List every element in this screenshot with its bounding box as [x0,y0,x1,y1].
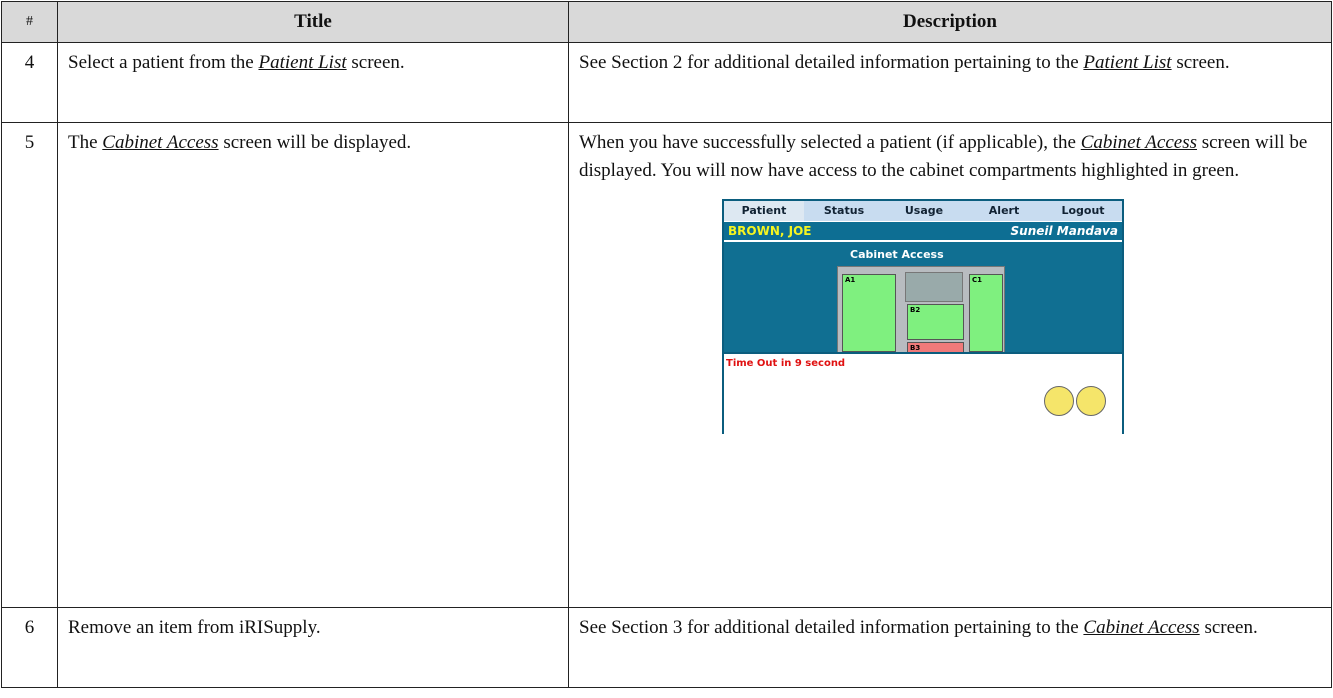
text: screen. [1199,617,1258,638]
step-number: 5 [1,122,58,608]
timeout-text: Time Out in 9 second [726,358,846,369]
step-title: Remove an item from iRISupply. [57,607,569,688]
step-number: 4 [1,42,58,123]
step-description: See Section 3 for additional detailed in… [568,607,1332,688]
tab[interactable]: Patient [724,201,805,221]
text: screen. [346,52,405,73]
patient-name: BROWN, JOE [728,224,812,238]
screen-name: Cabinet Access [102,132,219,153]
header-cell: # [1,1,58,43]
text: Remove an item from iRISupply. [68,617,321,638]
tab[interactable]: Usage [884,201,965,221]
screen-name: Cabinet Access [1083,617,1200,638]
row: 4 Select a patient from the Patient List… [1,42,1332,123]
text: The [68,132,103,153]
text: See Section 2 for additional detailed in… [579,52,1084,73]
text: When you have successfully selected a pa… [579,132,1081,153]
text: See Section 3 for additional detailed in… [579,617,1084,638]
screen-name: Patient List [258,52,347,73]
tab[interactable]: Status [804,201,885,221]
footer-area: Time Out in 9 second [724,352,1122,434]
step-number: 6 [1,607,58,688]
step-description: See Section 2 for additional detailed in… [568,42,1332,123]
compartment[interactable]: C1 [969,274,1003,352]
step-title: The Cabinet Access screen will be displa… [57,122,569,608]
text: screen will be displayed. You will now h… [579,132,1308,181]
tab[interactable]: Alert [964,201,1045,221]
text: screen will be displayed. [218,132,412,153]
header-row: # Title Description [1,1,1332,43]
text: screen. [1171,52,1230,73]
text: Select a patient from the [68,52,259,73]
tab[interactable]: Logout [1044,201,1122,221]
step-title: Select a patient from the Patient List s… [57,42,569,123]
compartment-label: B2 [910,306,921,314]
user-icon[interactable] [1044,386,1074,416]
screen-heading: Cabinet Access [850,248,944,261]
compartment[interactable]: A1 [842,274,896,352]
exit-icon[interactable] [1076,386,1106,416]
compartment-label: A1 [845,276,856,284]
header-cell: Title [57,1,569,43]
screenshot: Patient Status Usage Alert Logout BROWN,… [722,199,1124,434]
row: 6 Remove an item from iRISupply. See Sec… [1,607,1332,688]
compartment[interactable]: B2 [907,304,964,340]
screen-name: Patient List [1083,52,1172,73]
main-area: Cabinet Access A1 B2 B3 C1 [724,242,1122,354]
screen-name: Cabinet Access [1080,132,1197,153]
header-cell: Description [568,1,1332,43]
compartment-label: B3 [910,344,921,352]
row: 5 The Cabinet Access screen will be disp… [1,122,1332,608]
device-panel [905,272,963,302]
compartment-label: C1 [972,276,983,284]
name-bar: BROWN, JOE Suneil Mandava [724,222,1122,242]
user-name: Suneil Mandava [1010,224,1118,238]
step-description: When you have successfully selected a pa… [568,122,1332,608]
